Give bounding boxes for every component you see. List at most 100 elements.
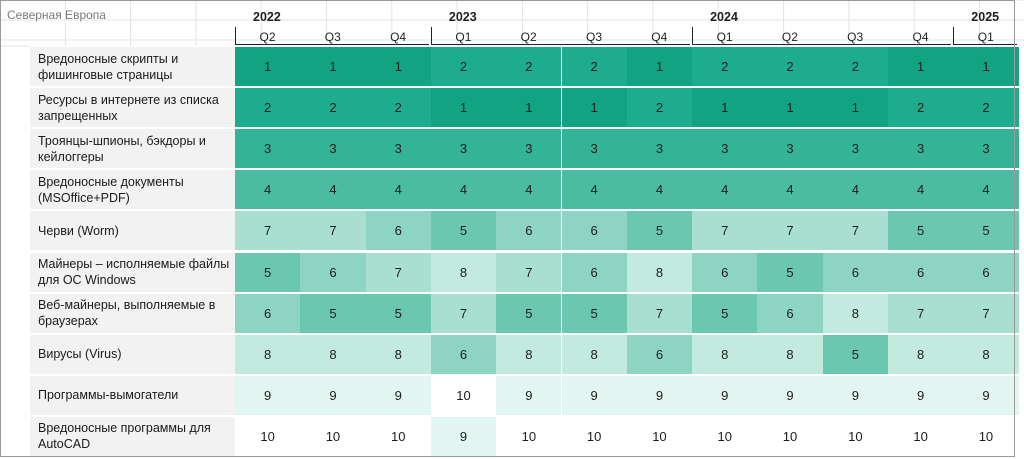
heatmap-cell: 1 <box>953 47 1019 87</box>
year-divider <box>692 27 694 45</box>
heatmap-cell: 4 <box>692 170 758 210</box>
year-label-2025: 2025 <box>971 10 1000 24</box>
heatmap-cell: 7 <box>496 252 562 292</box>
heatmap-cell: 10 <box>888 416 954 456</box>
heatmap-cell: 10 <box>365 416 431 456</box>
heatmap-cell: 5 <box>300 293 366 333</box>
quarter-label: Q2 <box>259 30 276 44</box>
heatmap-cell: 1 <box>822 88 888 128</box>
heatmap-cell: 9 <box>888 375 954 415</box>
quarter-label: Q1 <box>716 30 733 44</box>
heatmap-cell: 6 <box>822 252 888 292</box>
heatmap-cell: 4 <box>953 170 1019 210</box>
heatmap-cell: 10 <box>757 416 823 456</box>
heatmap-cell: 10 <box>626 416 693 456</box>
heatmap-cell: 2 <box>626 88 693 128</box>
heatmap-cell: 2 <box>953 88 1019 128</box>
heatmap-cell: 4 <box>496 170 562 210</box>
heatmap-cell: 5 <box>953 211 1019 251</box>
heatmap-cell: 2 <box>692 47 758 87</box>
heatmap-cell: 8 <box>822 293 888 333</box>
heatmap-cell: 1 <box>235 47 301 87</box>
quarter-label: Q1 <box>977 30 994 44</box>
year-underline <box>430 44 691 45</box>
heatmap-cell: 2 <box>888 88 954 128</box>
quarter-label: Q3 <box>847 30 864 44</box>
heatmap-cell: 1 <box>692 88 758 128</box>
heatmap-cell: 6 <box>235 293 301 333</box>
year-label-2024: 2024 <box>710 10 738 24</box>
heatmap-cell: 5 <box>822 334 888 374</box>
heatmap-cell: 6 <box>430 334 497 374</box>
year-underline <box>953 44 1017 45</box>
heatmap-cell: 10 <box>300 416 366 456</box>
heatmap-cell: 7 <box>822 211 888 251</box>
heatmap-cell: 2 <box>235 88 301 128</box>
year-label-2022: 2022 <box>253 10 281 24</box>
heatmap-cell: 5 <box>626 211 693 251</box>
year-divider <box>235 27 236 45</box>
heatmap-cell: 6 <box>888 252 954 292</box>
heatmap-cell: 6 <box>692 252 758 292</box>
heatmap-cell: 6 <box>561 211 627 251</box>
heatmap-cell: 1 <box>626 47 693 87</box>
row-label: Ресурсы в интернете из списка запрещенны… <box>30 88 235 128</box>
heatmap-cell: 3 <box>300 129 366 169</box>
heatmap-cell: 6 <box>561 252 627 292</box>
heatmap-cell: 2 <box>365 88 431 128</box>
heatmap-cell: 8 <box>953 334 1019 374</box>
heatmap-cell: 9 <box>692 375 758 415</box>
row-label: Троянцы-шпионы, бэкдоры и кейлоггеры <box>30 129 235 169</box>
heatmap-cell: 9 <box>365 375 431 415</box>
heatmap-cell: 7 <box>757 211 823 251</box>
heatmap-cell: 1 <box>561 88 627 128</box>
heatmap-cell: 4 <box>626 170 693 210</box>
heatmap-cell: 1 <box>430 88 497 128</box>
heatmap-cell: 7 <box>692 211 758 251</box>
heatmap-cell: 3 <box>365 129 431 169</box>
heatmap-cell: 3 <box>953 129 1019 169</box>
heatmap-cell: 10 <box>496 416 562 456</box>
heatmap-cell: 7 <box>235 211 301 251</box>
heatmap-cell: 4 <box>888 170 954 210</box>
quarter-label: Q3 <box>324 30 341 44</box>
heatmap-cell: 8 <box>496 334 562 374</box>
heatmap-cell: 6 <box>300 252 366 292</box>
heatmap-cell: 7 <box>365 252 431 292</box>
year-divider <box>430 27 432 45</box>
heatmap-cell: 10 <box>235 416 301 456</box>
heatmap-cell: 3 <box>235 129 301 169</box>
heatmap-cell: 3 <box>757 129 823 169</box>
heatmap-cell: 6 <box>757 293 823 333</box>
year-underline <box>235 44 429 45</box>
heatmap-cell: 8 <box>561 334 627 374</box>
row-label: Вирусы (Virus) <box>30 334 235 374</box>
row-label: Майнеры – исполняемые файлы для ОС Windo… <box>30 252 235 292</box>
heatmap-cell: 9 <box>953 375 1019 415</box>
heatmap-cell: 4 <box>757 170 823 210</box>
heatmap-cell: 3 <box>430 129 497 169</box>
heatmap-cell: 6 <box>626 334 693 374</box>
year-label-2023: 2023 <box>448 10 477 24</box>
heatmap-cell: 1 <box>365 47 431 87</box>
row-label: Вредоносные документы (MSOffice+PDF) <box>30 170 235 210</box>
heatmap-cell: 8 <box>757 334 823 374</box>
heatmap-cell: 9 <box>430 416 497 456</box>
heatmap-cell: 8 <box>888 334 954 374</box>
heatmap-cell: 5 <box>235 252 301 292</box>
heatmap-cell: 6 <box>953 252 1019 292</box>
heatmap-cell: 8 <box>365 334 431 374</box>
heatmap-cell: 2 <box>496 47 562 87</box>
heatmap-cell: 8 <box>626 252 693 292</box>
heatmap-cell: 3 <box>626 129 693 169</box>
heatmap-cell: 9 <box>757 375 823 415</box>
heatmap-cell: 5 <box>365 293 431 333</box>
heatmap-cell: 9 <box>561 375 627 415</box>
heatmap-cell: 10 <box>822 416 888 456</box>
heatmap-cell: 1 <box>888 47 954 87</box>
quarter-label: Q3 <box>585 30 602 44</box>
heatmap-cell: 7 <box>300 211 366 251</box>
heatmap-cell: 4 <box>235 170 301 210</box>
heatmap-cell: 5 <box>430 211 497 251</box>
